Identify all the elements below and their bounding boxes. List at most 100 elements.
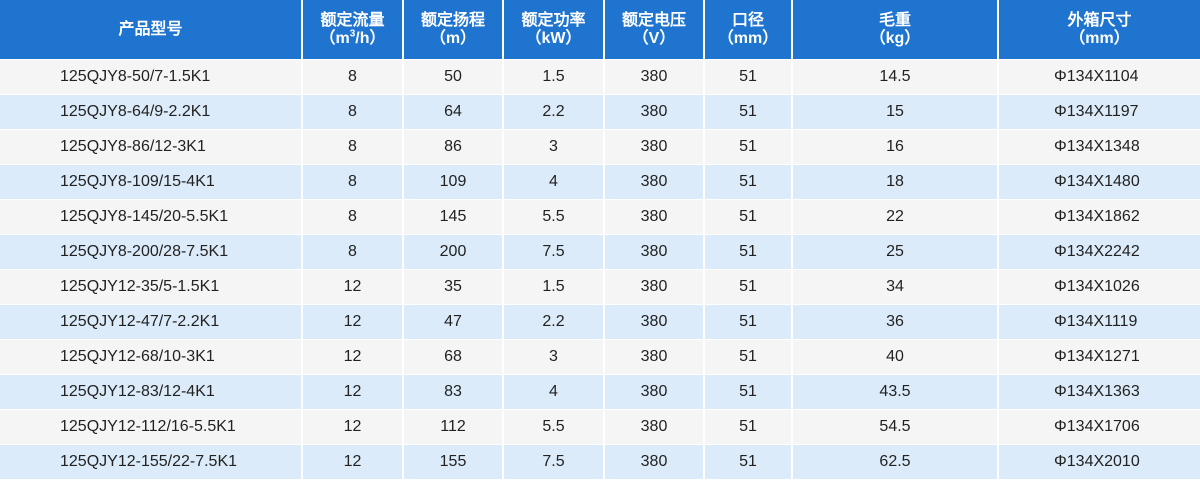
cell-flow: 12 xyxy=(302,339,404,375)
cell-model: 125QJY8-64/9-2.2K1 xyxy=(0,94,303,130)
cell-voltage: 380 xyxy=(604,234,705,270)
cell-caliber: 51 xyxy=(704,59,793,95)
cell-head: 145 xyxy=(403,199,504,235)
cell-caliber: 51 xyxy=(704,444,793,479)
header-caliber-label: 口径 xyxy=(731,11,764,29)
cell-power: 4 xyxy=(503,164,605,200)
cell-caliber: 51 xyxy=(704,94,793,130)
cell-caliber: 51 xyxy=(704,374,793,410)
cell-box-size: Φ134X1862 xyxy=(998,199,1200,235)
table-row: 125QJY12-35/5-1.5K1 12 35 1.5 380 51 34 Φ134X10… xyxy=(0,269,1200,305)
cell-weight: 62.5 xyxy=(792,444,999,479)
cell-model: 125QJY8-200/28-7.5K1 xyxy=(0,234,303,270)
cell-box-size: Φ134X1026 xyxy=(998,269,1200,305)
cell-model: 125QJY12-47/7-2.2K1 xyxy=(0,304,303,340)
cell-model: 125QJY8-86/12-3K1 xyxy=(0,129,303,165)
cell-head: 83 xyxy=(403,374,504,410)
table-row: 125QJY8-64/9-2.2K1 8 64 2.2 380 51 15 Φ134X1197 xyxy=(0,94,1200,130)
header-flow: 额定流量 （m3/h） xyxy=(302,0,404,60)
cell-flow: 12 xyxy=(302,374,404,410)
cell-voltage: 380 xyxy=(604,199,705,235)
cell-voltage: 380 xyxy=(604,374,705,410)
cell-power: 1.5 xyxy=(503,269,605,305)
cell-flow: 8 xyxy=(302,234,404,270)
table-header: 产品型号 额定流量 （m3/h） 额定扬程 （m） 额定功率 （kW） 额定电压… xyxy=(0,0,1200,60)
cell-head: 50 xyxy=(403,59,504,95)
cell-flow: 8 xyxy=(302,59,404,95)
cell-box-size: Φ134X1197 xyxy=(998,94,1200,130)
header-row: 产品型号 额定流量 （m3/h） 额定扬程 （m） 额定功率 （kW） 额定电压… xyxy=(0,0,1200,60)
cell-power: 3 xyxy=(503,339,605,375)
header-caliber: 口径 （mm） xyxy=(704,0,793,60)
cell-caliber: 51 xyxy=(704,304,793,340)
header-box-size-label: 外箱尺寸 xyxy=(1067,11,1132,29)
table-row: 125QJY8-145/20-5.5K1 8 145 5.5 380 51 22 Φ134X1… xyxy=(0,199,1200,235)
table-row: 125QJY12-68/10-3K1 12 68 3 380 51 40 Φ134X1271 xyxy=(0,339,1200,375)
cell-model: 125QJY12-155/22-7.5K1 xyxy=(0,444,303,479)
header-head: 额定扬程 （m） xyxy=(403,0,504,60)
header-model: 产品型号 xyxy=(0,0,303,60)
cell-flow: 12 xyxy=(302,444,404,479)
cell-caliber: 51 xyxy=(704,269,793,305)
cell-power: 3 xyxy=(503,129,605,165)
cell-flow: 12 xyxy=(302,304,404,340)
header-voltage-unit: （V） xyxy=(632,29,676,47)
cell-power: 1.5 xyxy=(503,59,605,95)
cell-box-size: Φ134X1104 xyxy=(998,59,1200,95)
cell-power: 5.5 xyxy=(503,409,605,445)
table-body: 125QJY8-50/7-1.5K1 8 50 1.5 380 51 14.5 Φ134X11… xyxy=(0,59,1200,479)
header-box-size-unit: （mm） xyxy=(1069,29,1130,47)
cell-weight: 34 xyxy=(792,269,999,305)
cell-weight: 16 xyxy=(792,129,999,165)
header-weight-label: 毛重 xyxy=(878,11,911,29)
cell-caliber: 51 xyxy=(704,409,793,445)
header-power: 额定功率 （kW） xyxy=(503,0,605,60)
cell-voltage: 380 xyxy=(604,59,705,95)
cell-head: 86 xyxy=(403,129,504,165)
cell-head: 35 xyxy=(403,269,504,305)
cell-box-size: Φ134X1480 xyxy=(998,164,1200,200)
cell-power: 4 xyxy=(503,374,605,410)
cell-model: 125QJY8-145/20-5.5K1 xyxy=(0,199,303,235)
cell-voltage: 380 xyxy=(604,409,705,445)
table-row: 125QJY8-86/12-3K1 8 86 3 380 51 16 Φ134X1348 xyxy=(0,129,1200,165)
cell-box-size: Φ134X1706 xyxy=(998,409,1200,445)
cell-voltage: 380 xyxy=(604,444,705,479)
table-row: 125QJY12-47/7-2.2K1 12 47 2.2 380 51 36 Φ134X11… xyxy=(0,304,1200,340)
cell-power: 5.5 xyxy=(503,199,605,235)
cell-weight: 25 xyxy=(792,234,999,270)
table-row: 125QJY12-83/12-4K1 12 83 4 380 51 43.5 Φ134X136… xyxy=(0,374,1200,410)
header-power-unit: （kW） xyxy=(525,29,582,47)
cell-caliber: 51 xyxy=(704,339,793,375)
cell-box-size: Φ134X1348 xyxy=(998,129,1200,165)
table-row: 125QJY8-109/15-4K1 8 109 4 380 51 18 Φ134X1480 xyxy=(0,164,1200,200)
cell-power: 2.2 xyxy=(503,304,605,340)
cell-caliber: 51 xyxy=(704,234,793,270)
cell-voltage: 380 xyxy=(604,129,705,165)
cell-flow: 8 xyxy=(302,94,404,130)
header-flow-label: 额定流量 xyxy=(320,11,385,29)
cell-flow: 12 xyxy=(302,269,404,305)
cell-caliber: 51 xyxy=(704,199,793,235)
cell-flow: 12 xyxy=(302,409,404,445)
cell-box-size: Φ134X1119 xyxy=(998,304,1200,340)
cell-power: 7.5 xyxy=(503,234,605,270)
table-row: 125QJY12-155/22-7.5K1 12 155 7.5 380 51 62.5 Φ1… xyxy=(0,444,1200,479)
header-box-size: 外箱尺寸 （mm） xyxy=(998,0,1200,60)
cell-power: 2.2 xyxy=(503,94,605,130)
cell-box-size: Φ134X1271 xyxy=(998,339,1200,375)
cell-head: 47 xyxy=(403,304,504,340)
table-row: 125QJY8-200/28-7.5K1 8 200 7.5 380 51 25 Φ134X2… xyxy=(0,234,1200,270)
cell-model: 125QJY12-112/16-5.5K1 xyxy=(0,409,303,445)
cell-head: 112 xyxy=(403,409,504,445)
cell-weight: 36 xyxy=(792,304,999,340)
cell-weight: 40 xyxy=(792,339,999,375)
header-voltage: 额定电压 （V） xyxy=(604,0,705,60)
cell-caliber: 51 xyxy=(704,129,793,165)
cell-head: 109 xyxy=(403,164,504,200)
cell-flow: 8 xyxy=(302,129,404,165)
cell-weight: 22 xyxy=(792,199,999,235)
header-flow-unit: （m3/h） xyxy=(319,28,386,47)
header-weight: 毛重 （kg） xyxy=(792,0,999,60)
